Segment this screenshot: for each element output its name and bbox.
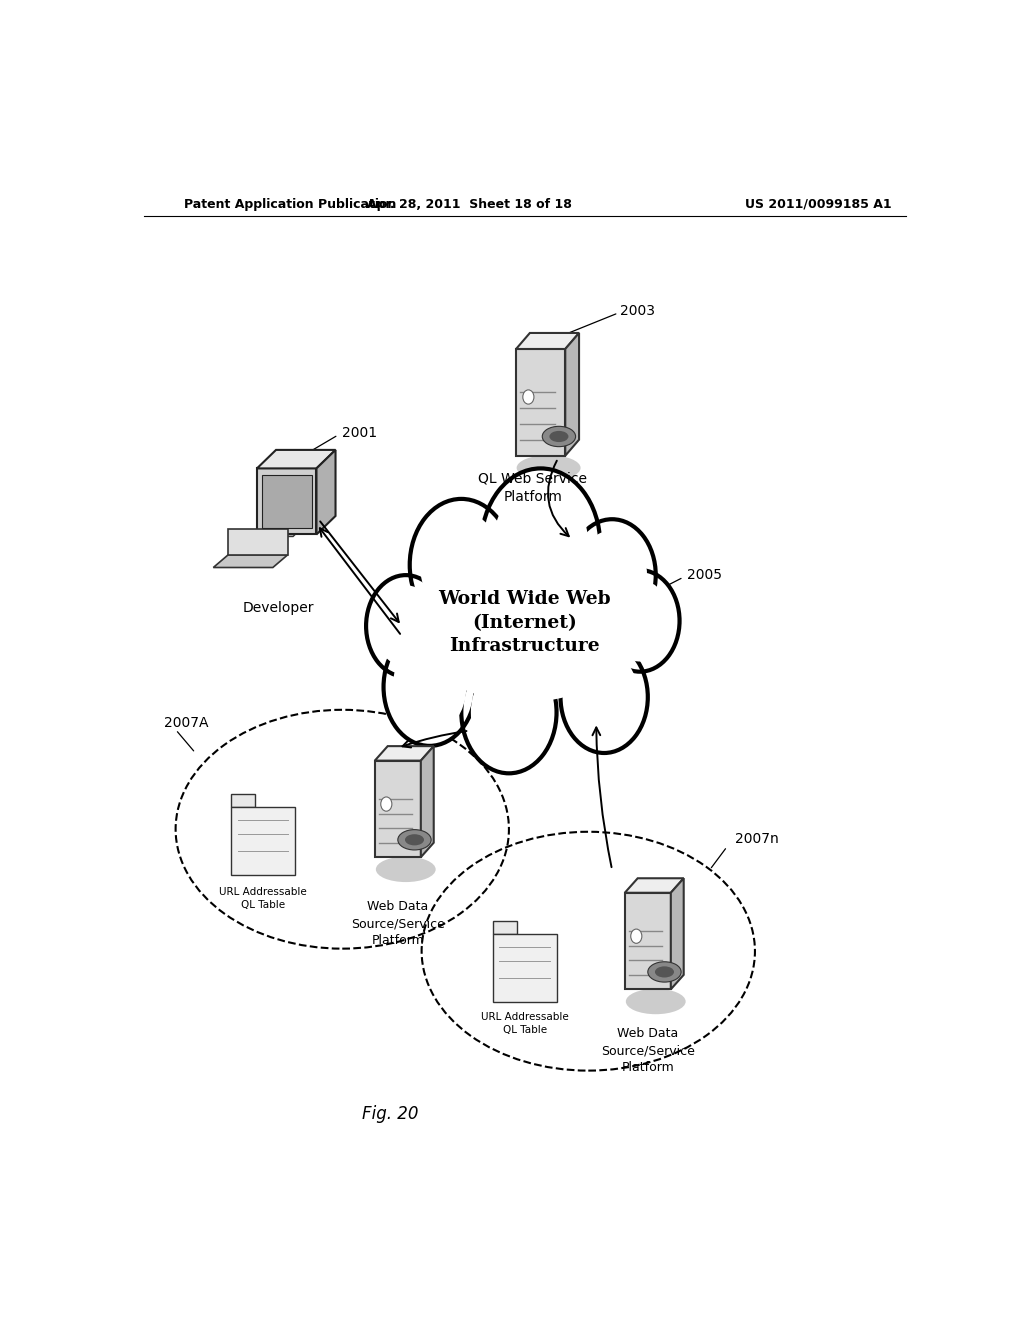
Circle shape <box>410 499 513 631</box>
Polygon shape <box>262 474 311 528</box>
Polygon shape <box>375 746 434 760</box>
Ellipse shape <box>418 560 632 702</box>
Ellipse shape <box>648 962 681 982</box>
Text: 2007n: 2007n <box>735 833 779 846</box>
Text: URL Addressable
QL Table: URL Addressable QL Table <box>219 887 307 909</box>
Circle shape <box>523 389 534 404</box>
Ellipse shape <box>550 430 568 442</box>
Polygon shape <box>231 807 295 875</box>
Polygon shape <box>375 760 421 857</box>
Circle shape <box>393 640 466 734</box>
Polygon shape <box>421 746 434 857</box>
Text: QL Web Service
Platform: QL Web Service Platform <box>478 471 587 504</box>
Circle shape <box>461 651 557 774</box>
Text: Apr. 28, 2011  Sheet 18 of 18: Apr. 28, 2011 Sheet 18 of 18 <box>367 198 571 211</box>
Circle shape <box>471 664 547 762</box>
Text: Web Data
Source/Service
Platform: Web Data Source/Service Platform <box>351 900 444 948</box>
Text: 2005: 2005 <box>687 568 723 582</box>
Polygon shape <box>625 878 684 892</box>
Polygon shape <box>231 793 255 807</box>
Text: Developer: Developer <box>243 601 314 615</box>
Ellipse shape <box>398 830 431 850</box>
Circle shape <box>600 570 680 672</box>
Circle shape <box>631 929 642 944</box>
Circle shape <box>381 797 392 812</box>
Ellipse shape <box>517 455 581 480</box>
Ellipse shape <box>397 532 651 730</box>
Text: 2001: 2001 <box>342 426 378 440</box>
Polygon shape <box>625 892 671 989</box>
Text: Web Data
Source/Service
Platform: Web Data Source/Service Platform <box>601 1027 694 1074</box>
Polygon shape <box>316 450 336 535</box>
Text: Fig. 20: Fig. 20 <box>361 1105 418 1123</box>
Circle shape <box>420 512 503 618</box>
Polygon shape <box>516 333 579 348</box>
Text: Patent Application Publication: Patent Application Publication <box>183 198 396 211</box>
Circle shape <box>367 576 445 677</box>
Text: 2003: 2003 <box>620 304 655 318</box>
Ellipse shape <box>543 426 575 446</box>
Circle shape <box>374 585 437 667</box>
Polygon shape <box>494 921 517 935</box>
Polygon shape <box>281 531 299 536</box>
Text: 2007A: 2007A <box>164 715 208 730</box>
Ellipse shape <box>404 834 424 845</box>
Polygon shape <box>257 469 316 535</box>
Circle shape <box>384 628 475 746</box>
Circle shape <box>568 519 655 631</box>
Circle shape <box>578 531 647 620</box>
Polygon shape <box>565 333 579 455</box>
Polygon shape <box>516 348 565 455</box>
Polygon shape <box>228 529 288 554</box>
Polygon shape <box>494 935 556 1002</box>
Polygon shape <box>213 554 288 568</box>
Ellipse shape <box>376 857 435 882</box>
Polygon shape <box>671 878 684 989</box>
Ellipse shape <box>626 989 686 1014</box>
Circle shape <box>569 652 639 742</box>
Text: URL Addressable
QL Table: URL Addressable QL Table <box>481 1012 568 1035</box>
Circle shape <box>481 469 600 620</box>
Text: World Wide Web
(Internet)
Infrastructure: World Wide Web (Internet) Infrastructure <box>438 590 611 656</box>
Polygon shape <box>257 450 336 469</box>
Ellipse shape <box>655 966 674 978</box>
Circle shape <box>494 483 588 606</box>
Circle shape <box>560 642 648 752</box>
Text: US 2011/0099185 A1: US 2011/0099185 A1 <box>745 198 892 211</box>
Circle shape <box>608 581 672 661</box>
